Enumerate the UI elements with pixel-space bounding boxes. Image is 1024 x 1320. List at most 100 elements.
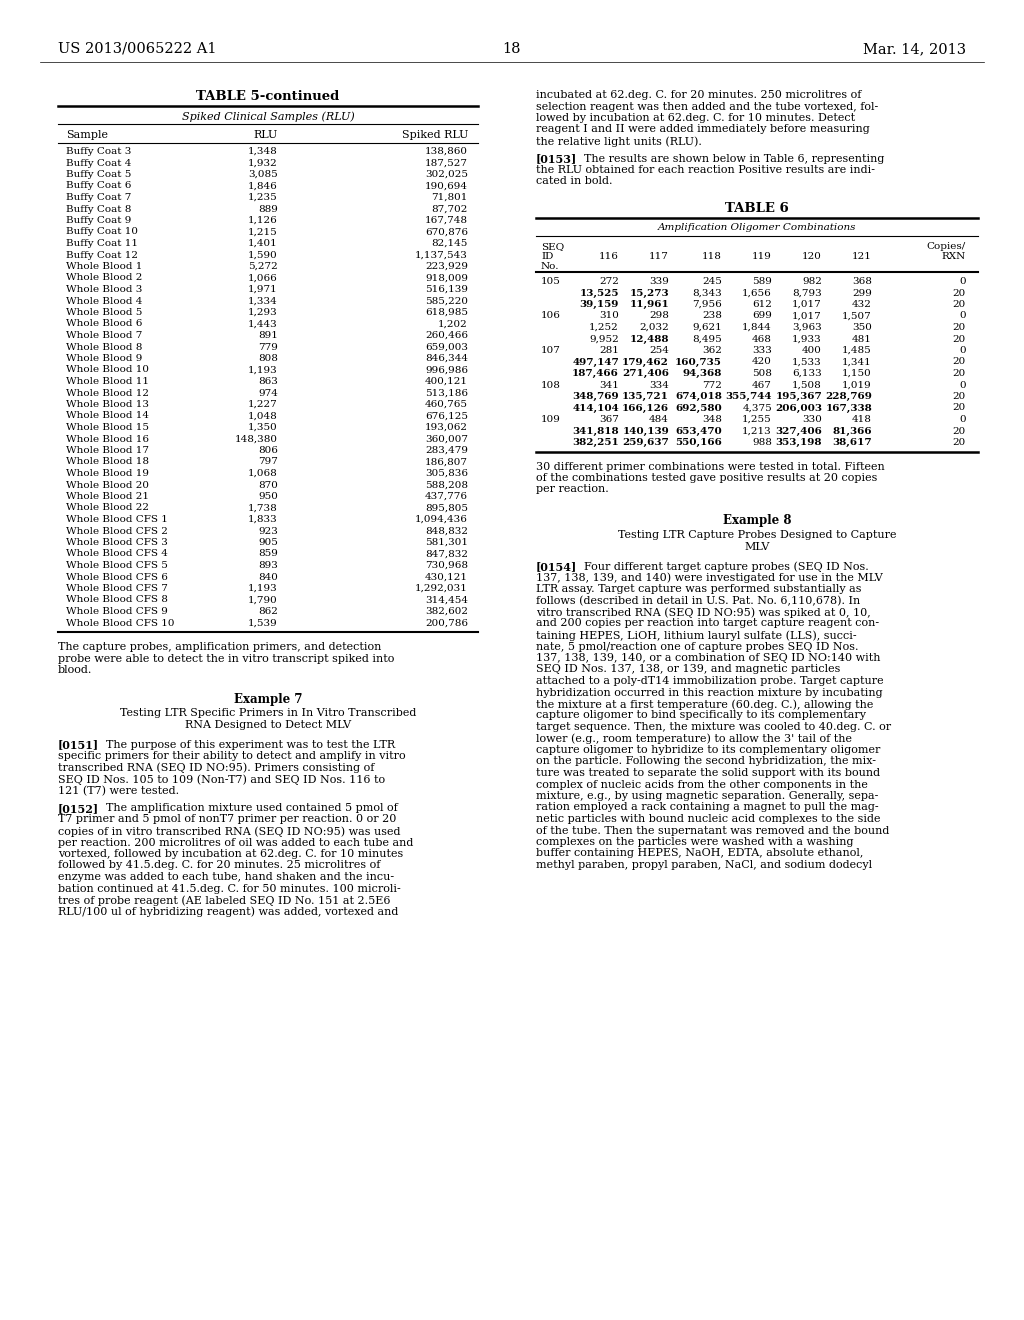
Text: lower (e.g., room temperature) to allow the 3' tail of the: lower (e.g., room temperature) to allow … bbox=[536, 734, 852, 744]
Text: 797: 797 bbox=[258, 458, 278, 466]
Text: 918,009: 918,009 bbox=[425, 273, 468, 282]
Text: hybridization occurred in this reaction mixture by incubating: hybridization occurred in this reaction … bbox=[536, 688, 883, 697]
Text: Whole Blood 22: Whole Blood 22 bbox=[66, 503, 150, 512]
Text: attached to a poly-dT14 immobilization probe. Target capture: attached to a poly-dT14 immobilization p… bbox=[536, 676, 884, 686]
Text: 516,139: 516,139 bbox=[425, 285, 468, 294]
Text: Whole Blood CFS 3: Whole Blood CFS 3 bbox=[66, 539, 168, 546]
Text: 327,406: 327,406 bbox=[775, 426, 822, 436]
Text: 1,293: 1,293 bbox=[248, 308, 278, 317]
Text: 1,790: 1,790 bbox=[248, 595, 278, 605]
Text: copies of in vitro transcribed RNA (SEQ ID NO:95) was used: copies of in vitro transcribed RNA (SEQ … bbox=[58, 826, 400, 837]
Text: 893: 893 bbox=[258, 561, 278, 570]
Text: RXN: RXN bbox=[942, 252, 966, 261]
Text: 806: 806 bbox=[258, 446, 278, 455]
Text: 81,366: 81,366 bbox=[833, 426, 872, 436]
Text: 779: 779 bbox=[258, 342, 278, 351]
Text: Whole Blood CFS 4: Whole Blood CFS 4 bbox=[66, 549, 168, 558]
Text: 135,721: 135,721 bbox=[623, 392, 669, 401]
Text: 105: 105 bbox=[541, 277, 561, 286]
Text: 612: 612 bbox=[752, 300, 772, 309]
Text: 0: 0 bbox=[959, 414, 966, 424]
Text: 38,617: 38,617 bbox=[833, 438, 872, 447]
Text: 974: 974 bbox=[258, 388, 278, 397]
Text: 13,525: 13,525 bbox=[580, 289, 618, 297]
Text: 1,193: 1,193 bbox=[248, 366, 278, 375]
Text: 8,793: 8,793 bbox=[793, 289, 822, 297]
Text: incubated at 62.deg. C. for 20 minutes. 250 microlitres of: incubated at 62.deg. C. for 20 minutes. … bbox=[536, 90, 861, 100]
Text: Whole Blood CFS 1: Whole Blood CFS 1 bbox=[66, 515, 168, 524]
Text: 659,003: 659,003 bbox=[425, 342, 468, 351]
Text: 15,273: 15,273 bbox=[630, 289, 669, 297]
Text: followed by 41.5.deg. C. for 20 minutes. 25 microlitres of: followed by 41.5.deg. C. for 20 minutes.… bbox=[58, 861, 380, 870]
Text: 119: 119 bbox=[752, 252, 772, 261]
Text: 437,776: 437,776 bbox=[425, 492, 468, 502]
Text: 1,227: 1,227 bbox=[248, 400, 278, 409]
Text: 353,198: 353,198 bbox=[775, 438, 822, 447]
Text: 1,350: 1,350 bbox=[248, 422, 278, 432]
Text: 117: 117 bbox=[649, 252, 669, 261]
Text: Whole Blood 13: Whole Blood 13 bbox=[66, 400, 150, 409]
Text: 107: 107 bbox=[541, 346, 561, 355]
Text: SEQ ID Nos. 137, 138, or 139, and magnetic particles: SEQ ID Nos. 137, 138, or 139, and magnet… bbox=[536, 664, 841, 675]
Text: 382,602: 382,602 bbox=[425, 607, 468, 616]
Text: 3,963: 3,963 bbox=[793, 323, 822, 333]
Text: 670,876: 670,876 bbox=[425, 227, 468, 236]
Text: ID: ID bbox=[541, 252, 553, 261]
Text: 109: 109 bbox=[541, 414, 561, 424]
Text: 589: 589 bbox=[752, 277, 772, 286]
Text: 298: 298 bbox=[649, 312, 669, 321]
Text: The results are shown below in Table 6, representing: The results are shown below in Table 6, … bbox=[570, 153, 885, 164]
Text: 996,986: 996,986 bbox=[425, 366, 468, 375]
Text: 889: 889 bbox=[258, 205, 278, 214]
Text: Spiked RLU: Spiked RLU bbox=[401, 129, 468, 140]
Text: Whole Blood 16: Whole Blood 16 bbox=[66, 434, 150, 444]
Text: [0153]: [0153] bbox=[536, 153, 578, 165]
Text: Buffy Coat 3: Buffy Coat 3 bbox=[66, 147, 131, 156]
Text: Whole Blood 15: Whole Blood 15 bbox=[66, 422, 150, 432]
Text: 167,338: 167,338 bbox=[825, 404, 872, 413]
Text: 432: 432 bbox=[852, 300, 872, 309]
Text: of the tube. Then the supernatant was removed and the bound: of the tube. Then the supernatant was re… bbox=[536, 825, 890, 836]
Text: Whole Blood 9: Whole Blood 9 bbox=[66, 354, 142, 363]
Text: 1,932: 1,932 bbox=[248, 158, 278, 168]
Text: methyl paraben, propyl paraben, NaCl, and sodium dodecyl: methyl paraben, propyl paraben, NaCl, an… bbox=[536, 861, 872, 870]
Text: 1,971: 1,971 bbox=[248, 285, 278, 294]
Text: Buffy Coat 11: Buffy Coat 11 bbox=[66, 239, 138, 248]
Text: RLU/100 ul of hybridizing reagent) was added, vortexed and: RLU/100 ul of hybridizing reagent) was a… bbox=[58, 907, 398, 917]
Text: 5,272: 5,272 bbox=[248, 261, 278, 271]
Text: 1,126: 1,126 bbox=[248, 216, 278, 224]
Text: 1,401: 1,401 bbox=[248, 239, 278, 248]
Text: 418: 418 bbox=[852, 414, 872, 424]
Text: 302,025: 302,025 bbox=[425, 170, 468, 180]
Text: Testing LTR Capture Probes Designed to Capture: Testing LTR Capture Probes Designed to C… bbox=[617, 531, 896, 540]
Text: 82,145: 82,145 bbox=[432, 239, 468, 248]
Text: the mixture at a first temperature (60.deg. C.), allowing the: the mixture at a first temperature (60.d… bbox=[536, 700, 873, 710]
Text: 400,121: 400,121 bbox=[425, 378, 468, 385]
Text: 20: 20 bbox=[952, 300, 966, 309]
Text: target sequence. Then, the mixture was cooled to 40.deg. C. or: target sequence. Then, the mixture was c… bbox=[536, 722, 891, 733]
Text: 1,533: 1,533 bbox=[793, 358, 822, 367]
Text: Whole Blood CFS 7: Whole Blood CFS 7 bbox=[66, 583, 168, 593]
Text: 367: 367 bbox=[599, 414, 618, 424]
Text: 140,139: 140,139 bbox=[623, 426, 669, 436]
Text: Whole Blood CFS 9: Whole Blood CFS 9 bbox=[66, 607, 168, 616]
Text: 187,466: 187,466 bbox=[572, 370, 618, 378]
Text: Four different target capture probes (SEQ ID Nos.: Four different target capture probes (SE… bbox=[570, 561, 868, 572]
Text: 1,150: 1,150 bbox=[843, 370, 872, 378]
Text: 905: 905 bbox=[258, 539, 278, 546]
Text: 167,748: 167,748 bbox=[425, 216, 468, 224]
Text: 863: 863 bbox=[258, 378, 278, 385]
Text: 1,017: 1,017 bbox=[793, 312, 822, 321]
Text: Whole Blood CFS 10: Whole Blood CFS 10 bbox=[66, 619, 174, 627]
Text: 730,968: 730,968 bbox=[425, 561, 468, 570]
Text: 870: 870 bbox=[258, 480, 278, 490]
Text: 581,301: 581,301 bbox=[425, 539, 468, 546]
Text: 481: 481 bbox=[852, 334, 872, 343]
Text: selection reagent was then added and the tube vortexed, fol-: selection reagent was then added and the… bbox=[536, 102, 879, 111]
Text: 0: 0 bbox=[959, 346, 966, 355]
Text: 772: 772 bbox=[702, 380, 722, 389]
Text: 138,860: 138,860 bbox=[425, 147, 468, 156]
Text: 1,255: 1,255 bbox=[742, 414, 772, 424]
Text: 1,202: 1,202 bbox=[438, 319, 468, 329]
Text: 137, 138, 139, and 140) were investigated for use in the MLV: 137, 138, 139, and 140) were investigate… bbox=[536, 573, 883, 583]
